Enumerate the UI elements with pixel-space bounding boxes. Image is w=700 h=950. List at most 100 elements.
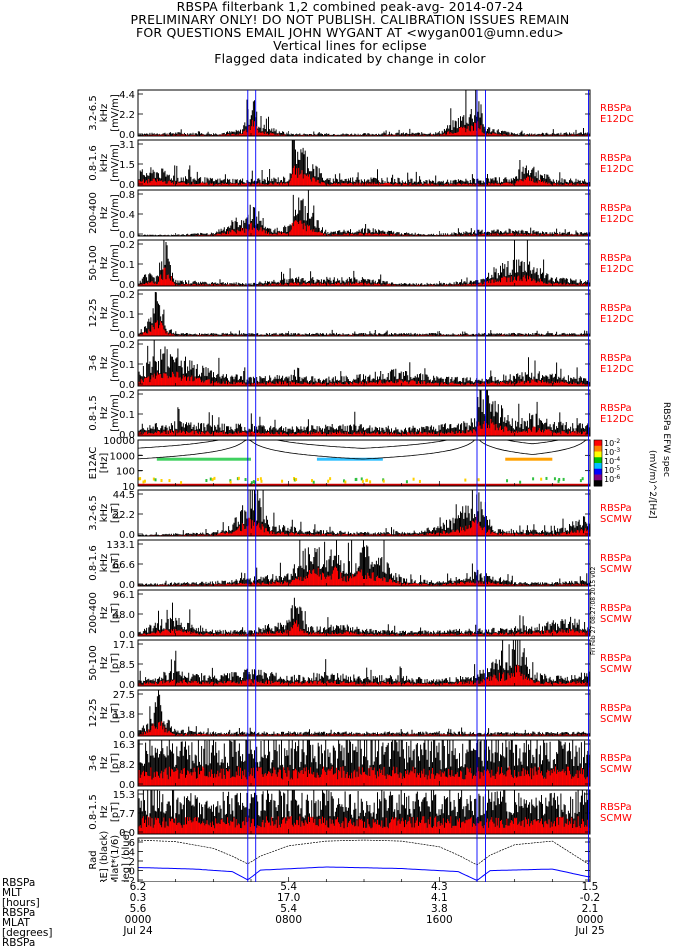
axis-row-label: RBSPa bbox=[2, 877, 36, 889]
y-tick-label: 0.1 bbox=[119, 310, 135, 321]
y-tick-label: 0.0 bbox=[119, 180, 135, 191]
axis-column-value: 4.1 bbox=[430, 892, 448, 904]
instrument-tag: RBSPa bbox=[600, 403, 632, 414]
instrument-tag: SCMW bbox=[600, 614, 632, 625]
cyclotron-curve bbox=[137, 439, 590, 460]
instrument-tag: SCMW bbox=[600, 764, 632, 775]
plot-title: RBSPA filterbank 1,2 combined peak-avg- … bbox=[176, 0, 524, 14]
axis-column-value: 4.3 bbox=[430, 881, 448, 893]
instrument-tag: SCMW bbox=[600, 514, 632, 525]
y-tick-label: 4 bbox=[129, 848, 135, 859]
colorbar-tick-label: 10-6 bbox=[604, 474, 620, 484]
y-axis-label: [mV/m] bbox=[110, 144, 121, 182]
y-tick-label: 0.0 bbox=[119, 330, 135, 341]
axis-row-label: RBSPa bbox=[2, 907, 36, 919]
y-tick-label: 0.0 bbox=[119, 230, 135, 241]
y-tick-label: 66.6 bbox=[113, 560, 135, 571]
spectral-patch bbox=[213, 476, 216, 480]
spectral-patch bbox=[295, 477, 298, 481]
y-axis-label: kHz bbox=[99, 554, 110, 573]
y-axis-label: E12AC bbox=[88, 447, 99, 480]
instrument-tag: E12DC bbox=[600, 364, 634, 375]
instrument-tag: RBSPa bbox=[600, 253, 632, 264]
y-axis-label: Hz bbox=[99, 757, 110, 770]
spectral-patch bbox=[464, 478, 467, 482]
y-tick-label: 6 bbox=[129, 838, 135, 849]
axis-column-value: 5.4 bbox=[280, 881, 298, 893]
y-tick-label: 15.3 bbox=[113, 790, 135, 801]
instrument-tag: E12DC bbox=[600, 314, 634, 325]
instrument-tag: SCMW bbox=[600, 564, 632, 575]
instrument-tag: SCMW bbox=[600, 714, 632, 725]
panel-frame bbox=[137, 837, 591, 882]
y-axis-label: Hz bbox=[99, 307, 110, 320]
y-axis-label: 50-100 bbox=[88, 245, 99, 280]
spectral-patch bbox=[180, 481, 183, 485]
instrument-tag: RBSPa bbox=[600, 603, 632, 614]
y-axis-label: kHz bbox=[99, 154, 110, 173]
panel-e12ac-spectrogram: 10-210-310-410-510-6 (mV/m)^2/[Hz] RBSPa E… bbox=[88, 402, 671, 519]
y-tick-label: 10 bbox=[122, 482, 135, 493]
panel-frame bbox=[137, 89, 591, 137]
y-tick-label: 0.8 bbox=[119, 190, 135, 201]
spectral-patch bbox=[143, 479, 146, 483]
spectral-patch bbox=[343, 479, 346, 483]
colorbar-segment bbox=[594, 463, 602, 470]
spectral-patch bbox=[562, 477, 565, 481]
y-axis-label: Mlat*(1/6) bbox=[110, 835, 121, 882]
instrument-tag: E12DC bbox=[600, 164, 634, 175]
colorbar-segment bbox=[594, 440, 602, 447]
spectral-patch bbox=[366, 478, 369, 482]
y-tick-label: 22.2 bbox=[113, 510, 135, 521]
colorbar-segment bbox=[594, 457, 602, 464]
y-tick-label: 0.1 bbox=[119, 260, 135, 271]
spectral-patch bbox=[229, 479, 232, 483]
instrument-tag: E12DC bbox=[600, 414, 634, 425]
y-axis-label: 0.8-1.5 bbox=[88, 794, 99, 829]
spectral-patch bbox=[154, 478, 157, 482]
axis-column-value: 0000 bbox=[124, 914, 152, 926]
colorbar-segment bbox=[594, 451, 602, 458]
y-tick-label: 48.0 bbox=[113, 610, 135, 621]
axis-column-value: 6.2 bbox=[129, 881, 147, 893]
instrument-tag: E12DC bbox=[600, 114, 634, 125]
data-trace bbox=[137, 292, 591, 336]
spectral-patch bbox=[152, 477, 155, 481]
contact-line: FOR QUESTIONS EMAIL JOHN WYGANT AT <wyga… bbox=[135, 25, 564, 40]
y-axis-label: 3.2-6.5 bbox=[88, 495, 99, 530]
data-trace bbox=[137, 597, 591, 636]
y-tick-label: 3.1 bbox=[119, 140, 135, 151]
instrument-tag: RBSPa bbox=[600, 353, 632, 364]
colorbar-segment bbox=[594, 474, 602, 481]
y-axis-label: 3.2-6.5 bbox=[88, 95, 99, 130]
chorus-band bbox=[156, 457, 251, 461]
colorbar-units: (mV/m)^2/[Hz] bbox=[647, 450, 657, 519]
axis-column-value: 3.8 bbox=[430, 903, 448, 915]
y-tick-label: 2.2 bbox=[119, 110, 135, 121]
warning-line: PRELIMINARY ONLY! DO NOT PUBLISH. CALIBR… bbox=[130, 12, 570, 27]
axis-column-value: 17.0 bbox=[276, 892, 301, 904]
y-axis-label: [Hz] bbox=[99, 453, 110, 474]
y-tick-label: 7.7 bbox=[119, 809, 135, 820]
cyclotron-curve bbox=[137, 439, 590, 449]
axis-column-value: 2.1 bbox=[581, 903, 599, 915]
spectral-patch bbox=[477, 478, 480, 482]
spectral-patch bbox=[211, 478, 214, 482]
y-tick-label: 0.0 bbox=[119, 828, 135, 839]
y-axis-label: [pT] bbox=[110, 503, 121, 523]
spectral-patch bbox=[519, 480, 522, 484]
y-axis-label: Hz bbox=[99, 357, 110, 370]
y-axis-label: [mV/m] bbox=[110, 394, 121, 432]
colorbar-title: RBSPa EFW spec bbox=[661, 402, 671, 477]
y-tick-label: -2 bbox=[125, 876, 135, 882]
y-axis-label: [deg] (blue) bbox=[121, 830, 132, 882]
y-tick-label: 0.2 bbox=[119, 390, 135, 401]
y-axis-label: 200-400 bbox=[88, 192, 99, 234]
data-trace bbox=[137, 490, 591, 536]
